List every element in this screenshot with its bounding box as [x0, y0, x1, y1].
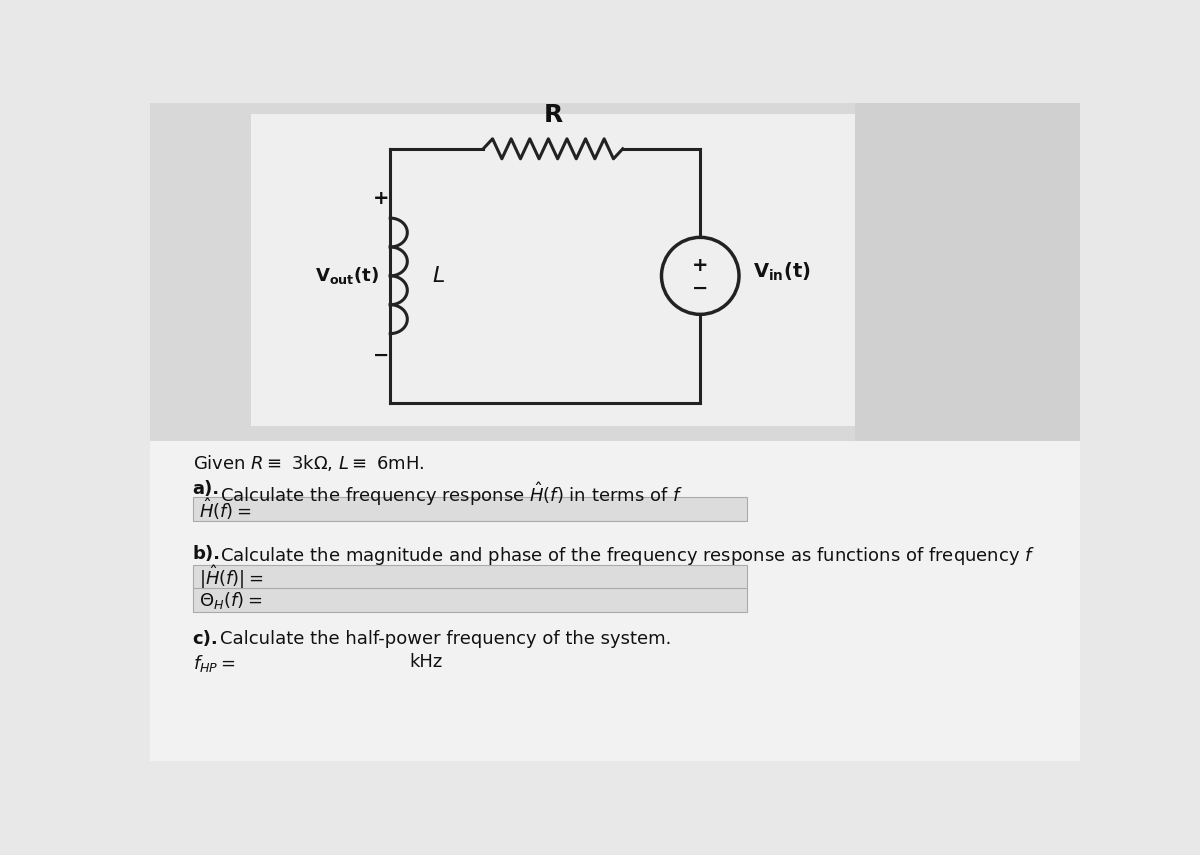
Text: Calculate the magnitude and phase of the frequency response as functions of freq: Calculate the magnitude and phase of the…: [220, 545, 1034, 568]
Text: $\Theta_H(f) =$: $\Theta_H(f) =$: [199, 589, 262, 610]
Bar: [150, 103, 1080, 441]
Text: $\mathbf{V_{out}(t)}$: $\mathbf{V_{out}(t)}$: [314, 265, 379, 286]
Bar: [150, 103, 254, 441]
Bar: [193, 564, 746, 589]
Text: Calculate the frequency response $\hat{H}(f)$ in terms of $f$: Calculate the frequency response $\hat{H…: [220, 480, 683, 508]
Bar: [150, 441, 1080, 761]
Text: R: R: [544, 103, 563, 127]
Text: $\hat{H}(f) =$: $\hat{H}(f) =$: [199, 496, 251, 522]
Text: Calculate the half-power frequency of the system.: Calculate the half-power frequency of th…: [220, 630, 671, 648]
Bar: [251, 115, 856, 426]
Text: b).: b).: [193, 545, 221, 563]
Text: Given $R \equiv$ 3k$\Omega$, $L \equiv$ 6mH.: Given $R \equiv$ 3k$\Omega$, $L \equiv$ …: [193, 453, 424, 473]
Text: $f_{HP} =$: $f_{HP} =$: [193, 653, 235, 674]
Bar: [856, 103, 1080, 441]
Text: $\mathbf{V_{in}(t)}$: $\mathbf{V_{in}(t)}$: [752, 261, 811, 283]
Text: kHz: kHz: [409, 653, 443, 671]
Text: −: −: [373, 345, 389, 365]
Text: c).: c).: [193, 630, 218, 648]
Text: −: −: [692, 279, 708, 298]
Text: $|\hat{H}(f)| =$: $|\hat{H}(f)| =$: [199, 563, 264, 591]
Bar: [193, 587, 746, 612]
Text: L: L: [433, 266, 445, 286]
Bar: [193, 497, 746, 522]
Text: +: +: [373, 189, 389, 209]
Text: +: +: [692, 256, 708, 274]
Text: a).: a).: [193, 480, 220, 498]
